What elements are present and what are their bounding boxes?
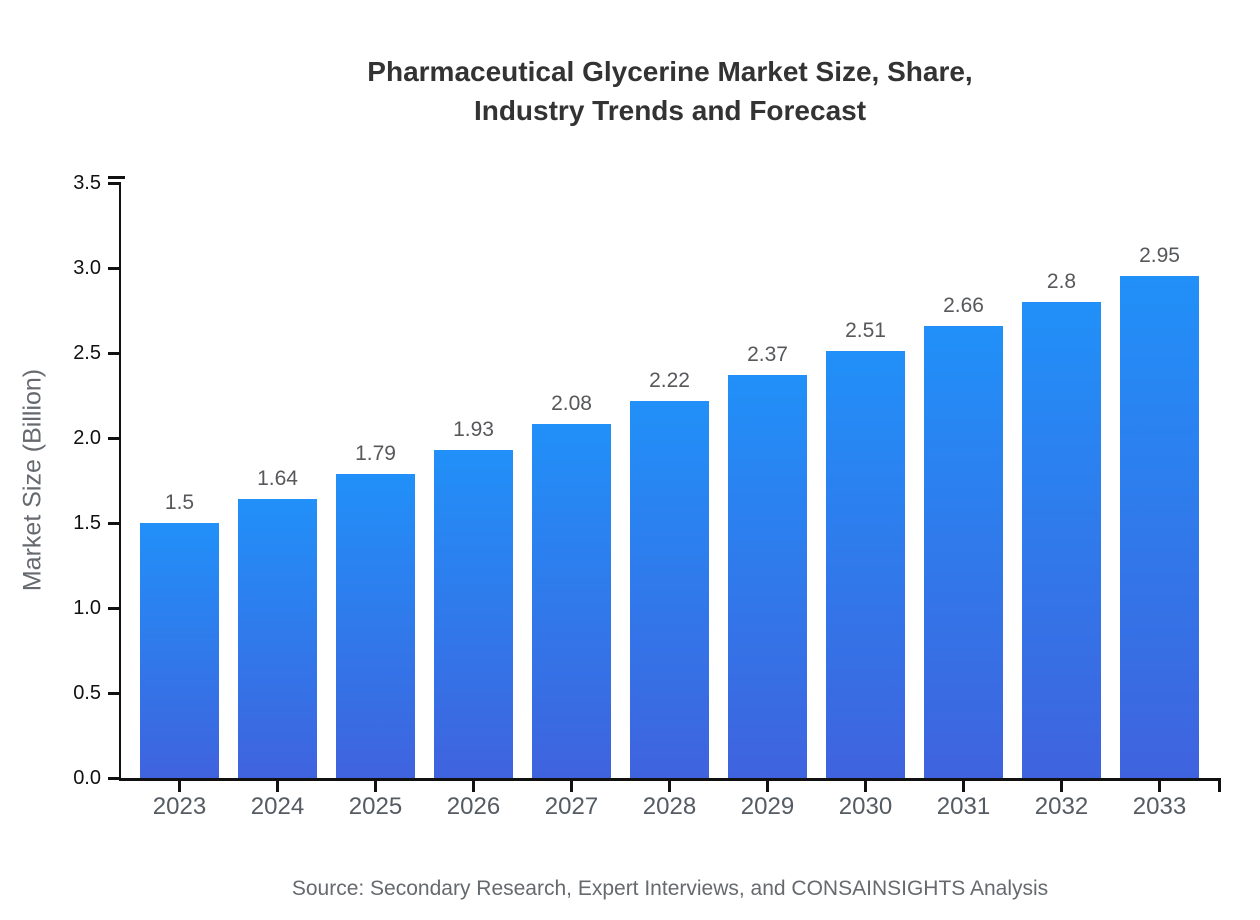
bar-value-label: 2.8: [1046, 270, 1077, 293]
y-tick-label: 1.0: [73, 597, 101, 619]
x-tick-label: 2029: [740, 793, 795, 820]
bar-value-label: 1.64: [257, 467, 298, 490]
x-tick-label: 2027: [544, 793, 599, 820]
y-tick-label: 0.5: [73, 682, 101, 704]
x-tick-mark: [1060, 781, 1063, 792]
x-tick-mark: [668, 781, 671, 792]
x-axis-line: [119, 778, 1221, 781]
y-tick-mark: [108, 352, 119, 355]
x-tick-label: 2024: [250, 793, 305, 820]
bar-value-label: 2.95: [1139, 244, 1180, 267]
bar: [434, 450, 513, 778]
plot-area: 0.0 0.5 1.0 1.5 2.0 2.5 3.0 3.5 1.5 1.64 1.79 1.93…: [73, 173, 1221, 820]
x-tick-mark: [276, 781, 279, 792]
x-tick-mark: [864, 781, 867, 792]
y-tick-mark: [108, 777, 119, 780]
y-tick-mark: [108, 522, 119, 525]
y-tick-mark: [108, 607, 119, 610]
y-axis-title: Market Size (Billion): [18, 368, 47, 592]
bar-value-label: 2.08: [551, 392, 592, 415]
x-tick-label: 2023: [152, 793, 207, 820]
bar: [924, 326, 1003, 778]
source-note: Source: Secondary Research, Expert Inter…: [291, 877, 1049, 900]
bar: [1022, 302, 1101, 778]
bar: [728, 375, 807, 778]
chart-title: Pharmaceutical Glycerine Market Size, Sh…: [367, 56, 973, 126]
y-axis-end-cap: [108, 176, 125, 179]
y-tick-mark: [108, 267, 119, 270]
x-tick-mark: [570, 781, 573, 792]
x-axis-end-cap: [1218, 781, 1221, 792]
x-tick-label: 2030: [838, 793, 893, 820]
x-tick-label: 2032: [1034, 793, 1089, 820]
bar-value-label: 1.5: [164, 491, 195, 514]
x-tick-label: 2028: [642, 793, 697, 820]
bar-value-label: 2.51: [845, 319, 886, 342]
y-tick-label: 3.5: [73, 172, 101, 194]
bar-value-label: 2.22: [649, 369, 690, 392]
x-tick-mark: [178, 781, 181, 792]
y-tick-mark: [108, 692, 119, 695]
y-tick-label: 3.0: [73, 257, 101, 279]
y-tick-label: 1.5: [73, 512, 101, 534]
x-tick-label: 2025: [348, 793, 403, 820]
x-tick-mark: [766, 781, 769, 792]
x-tick-label: 2031: [936, 793, 991, 820]
y-axis-line: [119, 182, 121, 781]
bar: [532, 424, 611, 778]
bar: [336, 474, 415, 778]
bar: [826, 351, 905, 778]
x-tick-mark: [374, 781, 377, 792]
bar: [238, 499, 317, 778]
bar-value-label: 1.93: [453, 418, 494, 441]
bar: [140, 523, 219, 778]
y-tick-label: 0.0: [73, 767, 101, 789]
bar-value-label: 1.79: [355, 442, 396, 465]
bar-value-label: 2.66: [943, 294, 984, 317]
x-tick-mark: [472, 781, 475, 792]
y-tick-label: 2.0: [73, 427, 101, 449]
y-tick-mark: [108, 437, 119, 440]
x-tick-label: 2033: [1132, 793, 1187, 820]
x-tick-mark: [1158, 781, 1161, 792]
bar-value-label: 2.37: [747, 343, 788, 366]
bar: [1120, 276, 1199, 778]
x-tick-mark: [962, 781, 965, 792]
y-tick-mark: [108, 182, 119, 185]
bar: [630, 401, 709, 778]
x-tick-label: 2026: [446, 793, 501, 820]
y-tick-label: 2.5: [73, 342, 101, 364]
